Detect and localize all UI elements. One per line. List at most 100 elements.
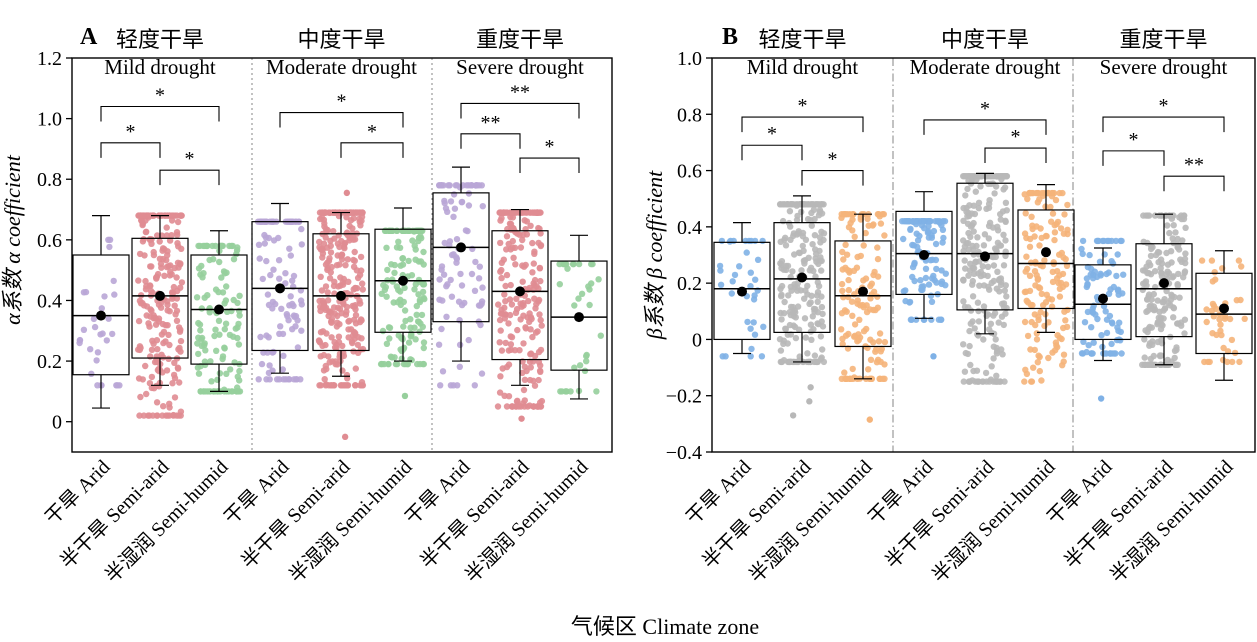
data-point	[223, 370, 230, 377]
outlier-point	[806, 398, 813, 405]
data-point	[718, 237, 726, 245]
data-point	[1088, 324, 1095, 331]
data-point	[163, 232, 171, 239]
data-point	[1026, 243, 1034, 250]
data-point	[1145, 325, 1152, 332]
data-point	[320, 216, 328, 223]
data-point	[523, 367, 530, 375]
data-point	[744, 318, 751, 326]
data-point	[811, 352, 819, 359]
data-point	[263, 257, 270, 265]
box-iqr	[1017, 209, 1075, 310]
data-point	[966, 378, 973, 385]
data-point	[415, 276, 423, 284]
data-point	[1078, 245, 1085, 253]
data-point	[322, 283, 330, 290]
data-point	[159, 320, 167, 328]
data-point	[216, 370, 224, 377]
data-point	[465, 202, 473, 209]
data-point	[396, 244, 404, 251]
data-point	[851, 332, 859, 339]
data-point	[521, 397, 528, 404]
data-point	[221, 270, 228, 277]
data-point	[931, 276, 938, 284]
y-tick-label: −0.4	[666, 442, 702, 464]
data-point	[204, 292, 211, 299]
data-point	[497, 373, 504, 380]
data-point	[928, 316, 935, 323]
data-point	[143, 390, 150, 398]
data-point	[1105, 290, 1113, 297]
data-point	[1088, 265, 1095, 273]
data-point	[970, 219, 977, 227]
data-point	[176, 344, 183, 352]
data-point	[966, 327, 973, 335]
data-point	[1058, 335, 1065, 343]
data-point	[1237, 296, 1244, 304]
outlier-point	[343, 189, 351, 197]
data-point	[292, 323, 299, 330]
data-point	[984, 311, 992, 318]
group-title-en: Moderate drought	[266, 55, 417, 79]
data-point	[1151, 212, 1159, 219]
data-point	[786, 321, 794, 329]
data-point	[960, 341, 967, 348]
group-title-en: Moderate drought	[909, 55, 1060, 79]
data-point	[204, 242, 211, 250]
data-point	[319, 342, 326, 349]
data-point	[778, 282, 786, 290]
data-point	[850, 211, 857, 218]
data-point	[1021, 378, 1028, 385]
outlier-point	[789, 412, 797, 419]
data-point	[266, 362, 273, 369]
data-point	[177, 337, 185, 345]
data-point	[801, 257, 809, 264]
data-point	[173, 317, 181, 324]
data-point	[319, 209, 326, 216]
data-point	[458, 282, 466, 289]
data-point	[388, 261, 395, 268]
data-point	[864, 215, 871, 223]
data-point	[465, 182, 472, 189]
data-point	[1032, 258, 1039, 266]
data-point	[471, 382, 478, 389]
data-point	[780, 357, 788, 364]
data-point	[464, 227, 471, 235]
data-point	[177, 212, 184, 219]
data-point	[193, 294, 201, 301]
data-point	[223, 283, 230, 290]
data-point	[472, 258, 479, 266]
data-point	[330, 382, 337, 389]
data-point	[867, 356, 875, 363]
data-point	[261, 240, 268, 247]
data-point	[207, 358, 214, 365]
y-tick-label: −0.2	[666, 386, 702, 408]
data-point	[147, 353, 154, 360]
data-point	[1033, 330, 1041, 337]
data-point	[856, 316, 863, 323]
data-point	[778, 316, 785, 323]
data-point	[1021, 230, 1029, 237]
data-point	[1219, 356, 1227, 364]
data-point	[323, 365, 330, 373]
data-point	[990, 277, 998, 285]
data-point	[1060, 254, 1067, 261]
data-point	[977, 183, 984, 190]
significance-label: *	[798, 95, 808, 117]
data-point	[507, 281, 514, 289]
data-point	[964, 350, 972, 358]
data-point	[173, 274, 180, 281]
data-point	[383, 244, 390, 251]
data-point	[405, 339, 413, 346]
data-point	[404, 360, 411, 368]
data-point	[155, 383, 163, 390]
data-point	[382, 227, 389, 234]
data-point	[902, 287, 909, 294]
data-point	[277, 323, 284, 330]
y-tick-label: 0.2	[37, 351, 62, 373]
data-point	[583, 358, 590, 365]
data-point	[517, 244, 525, 251]
data-point	[411, 242, 418, 249]
data-point	[961, 173, 968, 180]
data-point	[527, 209, 534, 216]
